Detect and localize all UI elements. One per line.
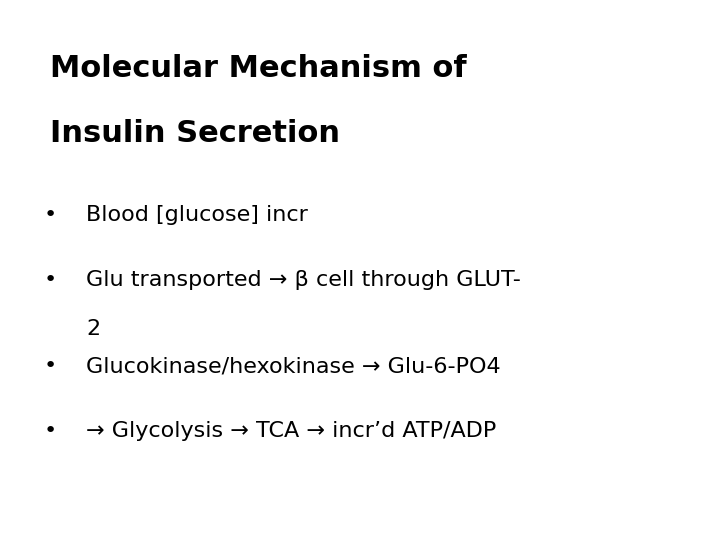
Text: Glucokinase/hexokinase → Glu-6-PO4: Glucokinase/hexokinase → Glu-6-PO4 (86, 356, 501, 376)
Text: → Glycolysis → TCA → incr’d ATP/ADP: → Glycolysis → TCA → incr’d ATP/ADP (86, 421, 497, 441)
Text: Blood [glucose] incr: Blood [glucose] incr (86, 205, 308, 225)
Text: 2: 2 (86, 319, 101, 339)
Text: •: • (43, 356, 56, 376)
Text: •: • (43, 421, 56, 441)
Text: •: • (43, 270, 56, 290)
Text: •: • (43, 205, 56, 225)
Text: Glu transported → β cell through GLUT-: Glu transported → β cell through GLUT- (86, 270, 521, 290)
Text: Insulin Secretion: Insulin Secretion (50, 119, 341, 148)
Text: Molecular Mechanism of: Molecular Mechanism of (50, 54, 467, 83)
